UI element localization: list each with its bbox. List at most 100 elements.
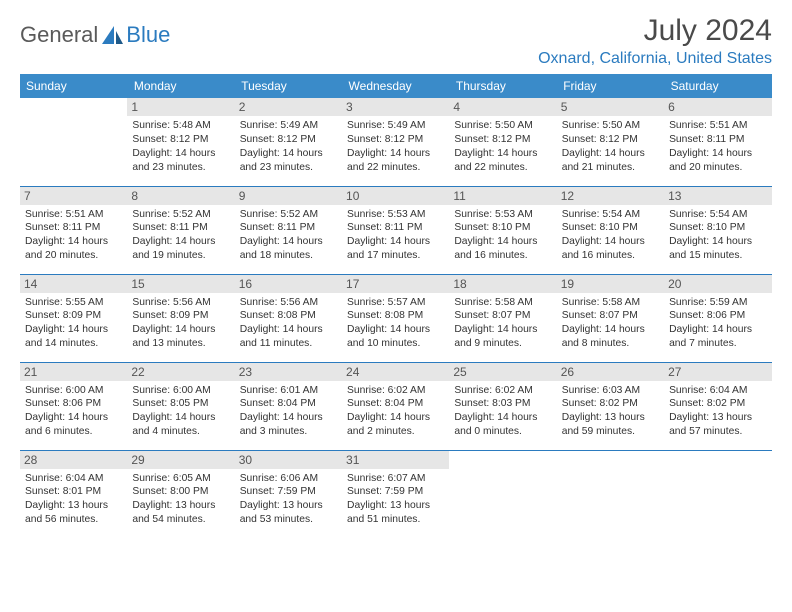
day-number: 5 [557, 98, 664, 116]
day-number: 31 [342, 451, 449, 469]
calendar-week-row: 28Sunrise: 6:04 AMSunset: 8:01 PMDayligh… [20, 450, 772, 538]
calendar-day-cell: 16 Sunrise: 5:56 AMSunset: 8:08 PMDayligh… [235, 274, 342, 362]
calendar-day-cell: 23Sunrise: 6:01 AMSunset: 8:04 PMDayligh… [235, 362, 342, 450]
day-number: 17 [342, 275, 449, 293]
day-details: Sunrise: 6:00 AMSunset: 8:06 PMDaylight:… [25, 384, 122, 440]
day-details: Sunrise: 5:52 AMSunset: 8:11 PMDaylight:… [240, 208, 337, 264]
calendar-day-cell: 29 Sunrise: 6:05 AMSunset: 8:00 PMDayligh… [127, 450, 234, 538]
day-details: Sunrise: 6:02 AMSunset: 8:04 PMDaylight:… [347, 384, 444, 440]
calendar-week-row: 21 Sunrise: 6:00 AMSunset: 8:06 PMDayligh… [20, 362, 772, 450]
weekday-header: Wednesday [342, 74, 449, 98]
weekday-header: Friday [557, 74, 664, 98]
day-number: 20 [664, 275, 771, 293]
day-details: Sunrise: 6:07 AMSunset: 7:59 PMDaylight:… [347, 472, 444, 528]
calendar-day-cell: 25 Sunrise: 6:02 AMSunset: 8:03 PMDayligh… [449, 362, 556, 450]
day-number: 22 [127, 363, 234, 381]
calendar-day-cell: 19Sunrise: 5:58 AMSunset: 8:07 PMDayligh… [557, 274, 664, 362]
day-details: Sunrise: 5:55 AMSunset: 8:09 PMDaylight:… [25, 296, 122, 352]
day-details: Sunrise: 5:58 AMSunset: 8:07 PMDaylight:… [454, 296, 551, 352]
calendar-day-cell: 14 Sunrise: 5:55 AMSunset: 8:09 PMDayligh… [20, 274, 127, 362]
calendar-day-cell: 9 Sunrise: 5:52 AMSunset: 8:11 PMDaylight… [235, 186, 342, 274]
calendar-week-row: .1Sunrise: 5:48 AMSunset: 8:12 PMDayligh… [20, 98, 772, 186]
calendar-day-cell: . [449, 450, 556, 538]
day-number: 18 [449, 275, 556, 293]
day-number: 6 [664, 98, 771, 116]
day-details: Sunrise: 5:56 AMSunset: 8:08 PMDaylight:… [240, 296, 337, 352]
calendar-header-row: SundayMondayTuesdayWednesdayThursdayFrid… [20, 74, 772, 98]
logo-sail-icon [100, 24, 124, 46]
weekday-header: Sunday [20, 74, 127, 98]
day-details: Sunrise: 6:04 AMSunset: 8:01 PMDaylight:… [25, 472, 122, 528]
calendar-day-cell: 31 Sunrise: 6:07 AMSunset: 7:59 PMDayligh… [342, 450, 449, 538]
month-title: July 2024 [538, 14, 772, 48]
calendar-day-cell: 2Sunrise: 5:49 AMSunset: 8:12 PMDaylight… [235, 98, 342, 186]
day-details: Sunrise: 6:04 AMSunset: 8:02 PMDaylight:… [669, 384, 766, 440]
calendar-day-cell: 30 Sunrise: 6:06 AMSunset: 7:59 PMDayligh… [235, 450, 342, 538]
calendar-day-cell: 28Sunrise: 6:04 AMSunset: 8:01 PMDayligh… [20, 450, 127, 538]
weekday-header: Tuesday [235, 74, 342, 98]
day-number: 10 [342, 187, 449, 205]
calendar-day-cell: 11Sunrise: 5:53 AMSunset: 8:10 PMDayligh… [449, 186, 556, 274]
day-details: Sunrise: 5:53 AMSunset: 8:11 PMDaylight:… [347, 208, 444, 264]
weekday-header: Monday [127, 74, 234, 98]
day-details: Sunrise: 5:54 AMSunset: 8:10 PMDaylight:… [562, 208, 659, 264]
day-details: Sunrise: 6:06 AMSunset: 7:59 PMDaylight:… [240, 472, 337, 528]
weekday-header: Thursday [449, 74, 556, 98]
calendar-day-cell: 1Sunrise: 5:48 AMSunset: 8:12 PMDaylight… [127, 98, 234, 186]
day-number: 14 [20, 275, 127, 293]
day-number: 7 [20, 187, 127, 205]
day-number: 1 [127, 98, 234, 116]
calendar-day-cell: 27 Sunrise: 6:04 AMSunset: 8:02 PMDayligh… [664, 362, 771, 450]
day-number: 19 [557, 275, 664, 293]
calendar-day-cell: 6 Sunrise: 5:51 AMSunset: 8:11 PMDaylight… [664, 98, 771, 186]
calendar-week-row: 7Sunrise: 5:51 AMSunset: 8:11 PMDaylight… [20, 186, 772, 274]
day-details: Sunrise: 6:02 AMSunset: 8:03 PMDaylight:… [454, 384, 551, 440]
calendar-day-cell: 12 Sunrise: 5:54 AMSunset: 8:10 PMDayligh… [557, 186, 664, 274]
calendar-day-cell: 10 Sunrise: 5:53 AMSunset: 8:11 PMDayligh… [342, 186, 449, 274]
day-number: 25 [449, 363, 556, 381]
day-details: Sunrise: 5:51 AMSunset: 8:11 PMDaylight:… [669, 119, 766, 175]
calendar-day-cell: 13 Sunrise: 5:54 AMSunset: 8:10 PMDayligh… [664, 186, 771, 274]
day-details: Sunrise: 5:50 AMSunset: 8:12 PMDaylight:… [454, 119, 551, 175]
day-number: 24 [342, 363, 449, 381]
day-number: 12 [557, 187, 664, 205]
day-details: Sunrise: 5:54 AMSunset: 8:10 PMDaylight:… [669, 208, 766, 264]
calendar-day-cell: 20 Sunrise: 5:59 AMSunset: 8:06 PMDayligh… [664, 274, 771, 362]
title-area: July 2024 Oxnard, California, United Sta… [538, 14, 772, 68]
day-number: 21 [20, 363, 127, 381]
day-number: 23 [235, 363, 342, 381]
page-header: General Blue July 2024 Oxnard, Californi… [20, 14, 772, 68]
logo-text-general: General [20, 22, 98, 48]
day-number: 13 [664, 187, 771, 205]
calendar-body: .1Sunrise: 5:48 AMSunset: 8:12 PMDayligh… [20, 98, 772, 538]
logo-text-blue: Blue [126, 22, 170, 48]
calendar-day-cell: 4 Sunrise: 5:50 AMSunset: 8:12 PMDaylight… [449, 98, 556, 186]
calendar-day-cell: 21 Sunrise: 6:00 AMSunset: 8:06 PMDayligh… [20, 362, 127, 450]
day-details: Sunrise: 6:00 AMSunset: 8:05 PMDaylight:… [132, 384, 229, 440]
day-number: 4 [449, 98, 556, 116]
day-details: Sunrise: 6:05 AMSunset: 8:00 PMDaylight:… [132, 472, 229, 528]
day-number: 9 [235, 187, 342, 205]
calendar-day-cell: 24 Sunrise: 6:02 AMSunset: 8:04 PMDayligh… [342, 362, 449, 450]
day-details: Sunrise: 5:50 AMSunset: 8:12 PMDaylight:… [562, 119, 659, 175]
day-number: 30 [235, 451, 342, 469]
calendar-day-cell: 26Sunrise: 6:03 AMSunset: 8:02 PMDayligh… [557, 362, 664, 450]
calendar-day-cell: 3Sunrise: 5:49 AMSunset: 8:12 PMDaylight… [342, 98, 449, 186]
calendar-day-cell: 15 Sunrise: 5:56 AMSunset: 8:09 PMDayligh… [127, 274, 234, 362]
calendar-table: SundayMondayTuesdayWednesdayThursdayFrid… [20, 74, 772, 538]
day-number: 3 [342, 98, 449, 116]
day-details: Sunrise: 5:57 AMSunset: 8:08 PMDaylight:… [347, 296, 444, 352]
day-details: Sunrise: 5:52 AMSunset: 8:11 PMDaylight:… [132, 208, 229, 264]
day-number: 15 [127, 275, 234, 293]
calendar-day-cell: 18 Sunrise: 5:58 AMSunset: 8:07 PMDayligh… [449, 274, 556, 362]
calendar-day-cell: . [20, 98, 127, 186]
day-details: Sunrise: 5:59 AMSunset: 8:06 PMDaylight:… [669, 296, 766, 352]
day-details: Sunrise: 6:03 AMSunset: 8:02 PMDaylight:… [562, 384, 659, 440]
calendar-week-row: 14 Sunrise: 5:55 AMSunset: 8:09 PMDayligh… [20, 274, 772, 362]
day-number: 27 [664, 363, 771, 381]
calendar-day-cell: . [557, 450, 664, 538]
day-number: 16 [235, 275, 342, 293]
day-number: 8 [127, 187, 234, 205]
day-details: Sunrise: 5:56 AMSunset: 8:09 PMDaylight:… [132, 296, 229, 352]
day-number: 29 [127, 451, 234, 469]
